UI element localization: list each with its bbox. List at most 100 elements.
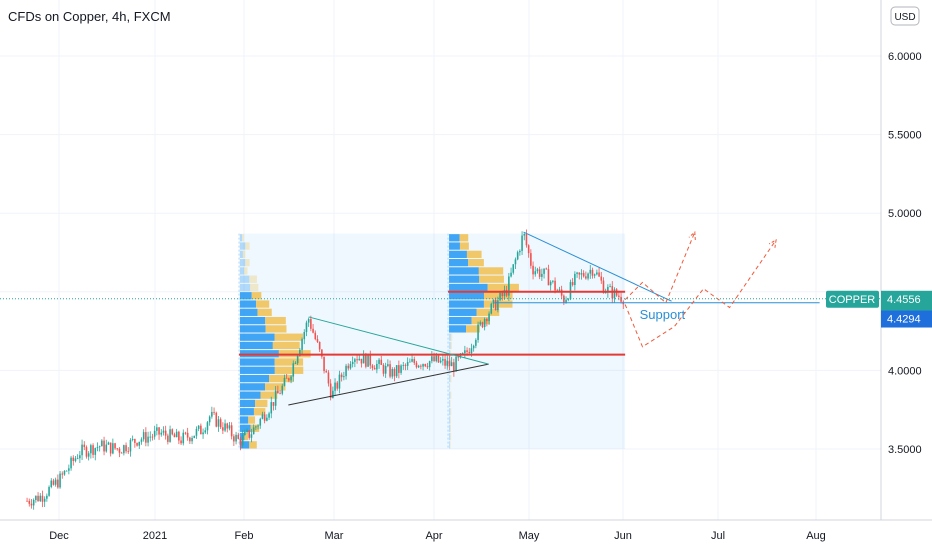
candle-body — [76, 458, 79, 460]
candle-body — [114, 443, 116, 449]
volume-profile-bar — [240, 441, 250, 449]
candle-body — [534, 271, 537, 275]
volume-profile-bar — [449, 441, 451, 449]
candle-body — [393, 369, 396, 377]
candle-body — [208, 416, 211, 423]
price-axis[interactable]: 6.0000 5.5000 5.0000 4.0000 3.5000 — [888, 51, 922, 456]
volume-profile-bar — [449, 399, 450, 408]
candle-body — [274, 390, 277, 406]
candle-body — [35, 495, 37, 500]
candle-body — [283, 377, 286, 386]
volume-profile-bar — [449, 416, 451, 424]
candle-body — [74, 458, 77, 461]
axes — [0, 0, 932, 521]
candle-body — [70, 457, 72, 469]
volume-profile-bar — [240, 366, 275, 374]
candle-body — [466, 350, 468, 352]
candle-body — [116, 448, 119, 450]
candle-body — [197, 425, 200, 429]
candle-body — [136, 442, 138, 446]
candle-body — [609, 286, 611, 287]
projection-path[interactable] — [624, 231, 696, 304]
candle-body — [391, 369, 394, 377]
volume-profile-bar — [449, 283, 488, 292]
candle-body — [112, 443, 114, 454]
candle-body — [567, 299, 570, 300]
volume-profile-bar — [240, 308, 258, 316]
candle-body — [446, 360, 449, 366]
candle-body — [389, 364, 391, 377]
volume-profile-bar — [240, 250, 243, 258]
candle-body — [373, 367, 376, 370]
candle-body — [301, 339, 303, 350]
candle-body — [164, 430, 167, 436]
candle-body — [131, 439, 134, 440]
candle-body — [490, 303, 493, 314]
trend-line[interactable] — [288, 363, 489, 406]
candle-body — [167, 435, 169, 442]
candle-body — [233, 436, 235, 442]
volume-profile-bar — [245, 242, 250, 250]
volume-profile-bar — [449, 374, 451, 383]
volume-profile-bar — [466, 250, 482, 258]
time-axis[interactable]: Dec 2021 Feb Mar Apr May Jun Jul Aug — [49, 530, 826, 542]
candle-body — [184, 432, 187, 434]
currency-button[interactable]: USD — [890, 6, 920, 26]
candle-body — [219, 419, 222, 428]
volume-profile-bar — [255, 399, 268, 408]
candle-body — [81, 444, 83, 456]
candle-body — [442, 359, 444, 361]
volume-profile-bar — [449, 383, 450, 391]
candle-body — [39, 495, 42, 502]
volume-profile-bar — [240, 234, 242, 242]
candle-body — [365, 353, 367, 367]
candle-body — [147, 436, 149, 443]
candle-body — [530, 253, 532, 266]
candle-body — [519, 250, 521, 253]
candle-body — [162, 430, 165, 433]
volume-profile-bar — [240, 424, 251, 432]
volume-profile-bar — [487, 283, 519, 292]
candle-body — [59, 473, 61, 488]
candle-body — [464, 350, 466, 354]
candle-body — [288, 378, 290, 381]
volume-profile-bar — [253, 408, 266, 416]
candle-body — [336, 382, 339, 389]
x-tick-label: Feb — [235, 530, 254, 542]
candle-body — [585, 276, 587, 279]
trend-line[interactable] — [308, 316, 489, 365]
candle-body — [351, 361, 354, 365]
candle-body — [261, 414, 264, 419]
candle-body — [400, 365, 402, 373]
candle-body — [398, 365, 400, 373]
candle-body — [129, 439, 132, 452]
projection-path[interactable] — [624, 239, 777, 348]
candle-body — [461, 353, 464, 354]
volume-profile-bar — [468, 258, 484, 267]
y-tick-label: 5.5000 — [888, 130, 922, 142]
volume-profile-bar — [274, 333, 303, 341]
candle-body — [142, 432, 145, 440]
candle-body — [98, 446, 101, 448]
candle-body — [508, 276, 510, 296]
candle-body — [494, 299, 497, 311]
candle-body — [270, 402, 273, 414]
trend-line[interactable] — [523, 231, 672, 302]
candle-body — [532, 265, 534, 275]
candle-body — [424, 364, 427, 367]
volume-profile-bar — [449, 267, 479, 275]
candle-body — [120, 452, 123, 454]
candle-body — [54, 479, 57, 485]
candle-body — [63, 470, 66, 475]
candle-body — [417, 365, 420, 368]
x-tick-label: Dec — [49, 530, 69, 542]
candle-body — [483, 318, 486, 328]
candle-body — [369, 353, 372, 366]
candle-body — [103, 440, 105, 452]
volume-profile-bar — [244, 432, 249, 441]
candle-body — [255, 426, 257, 428]
candle-body — [277, 390, 279, 394]
support-annotation: Support — [640, 307, 686, 322]
candle-body — [230, 425, 233, 437]
